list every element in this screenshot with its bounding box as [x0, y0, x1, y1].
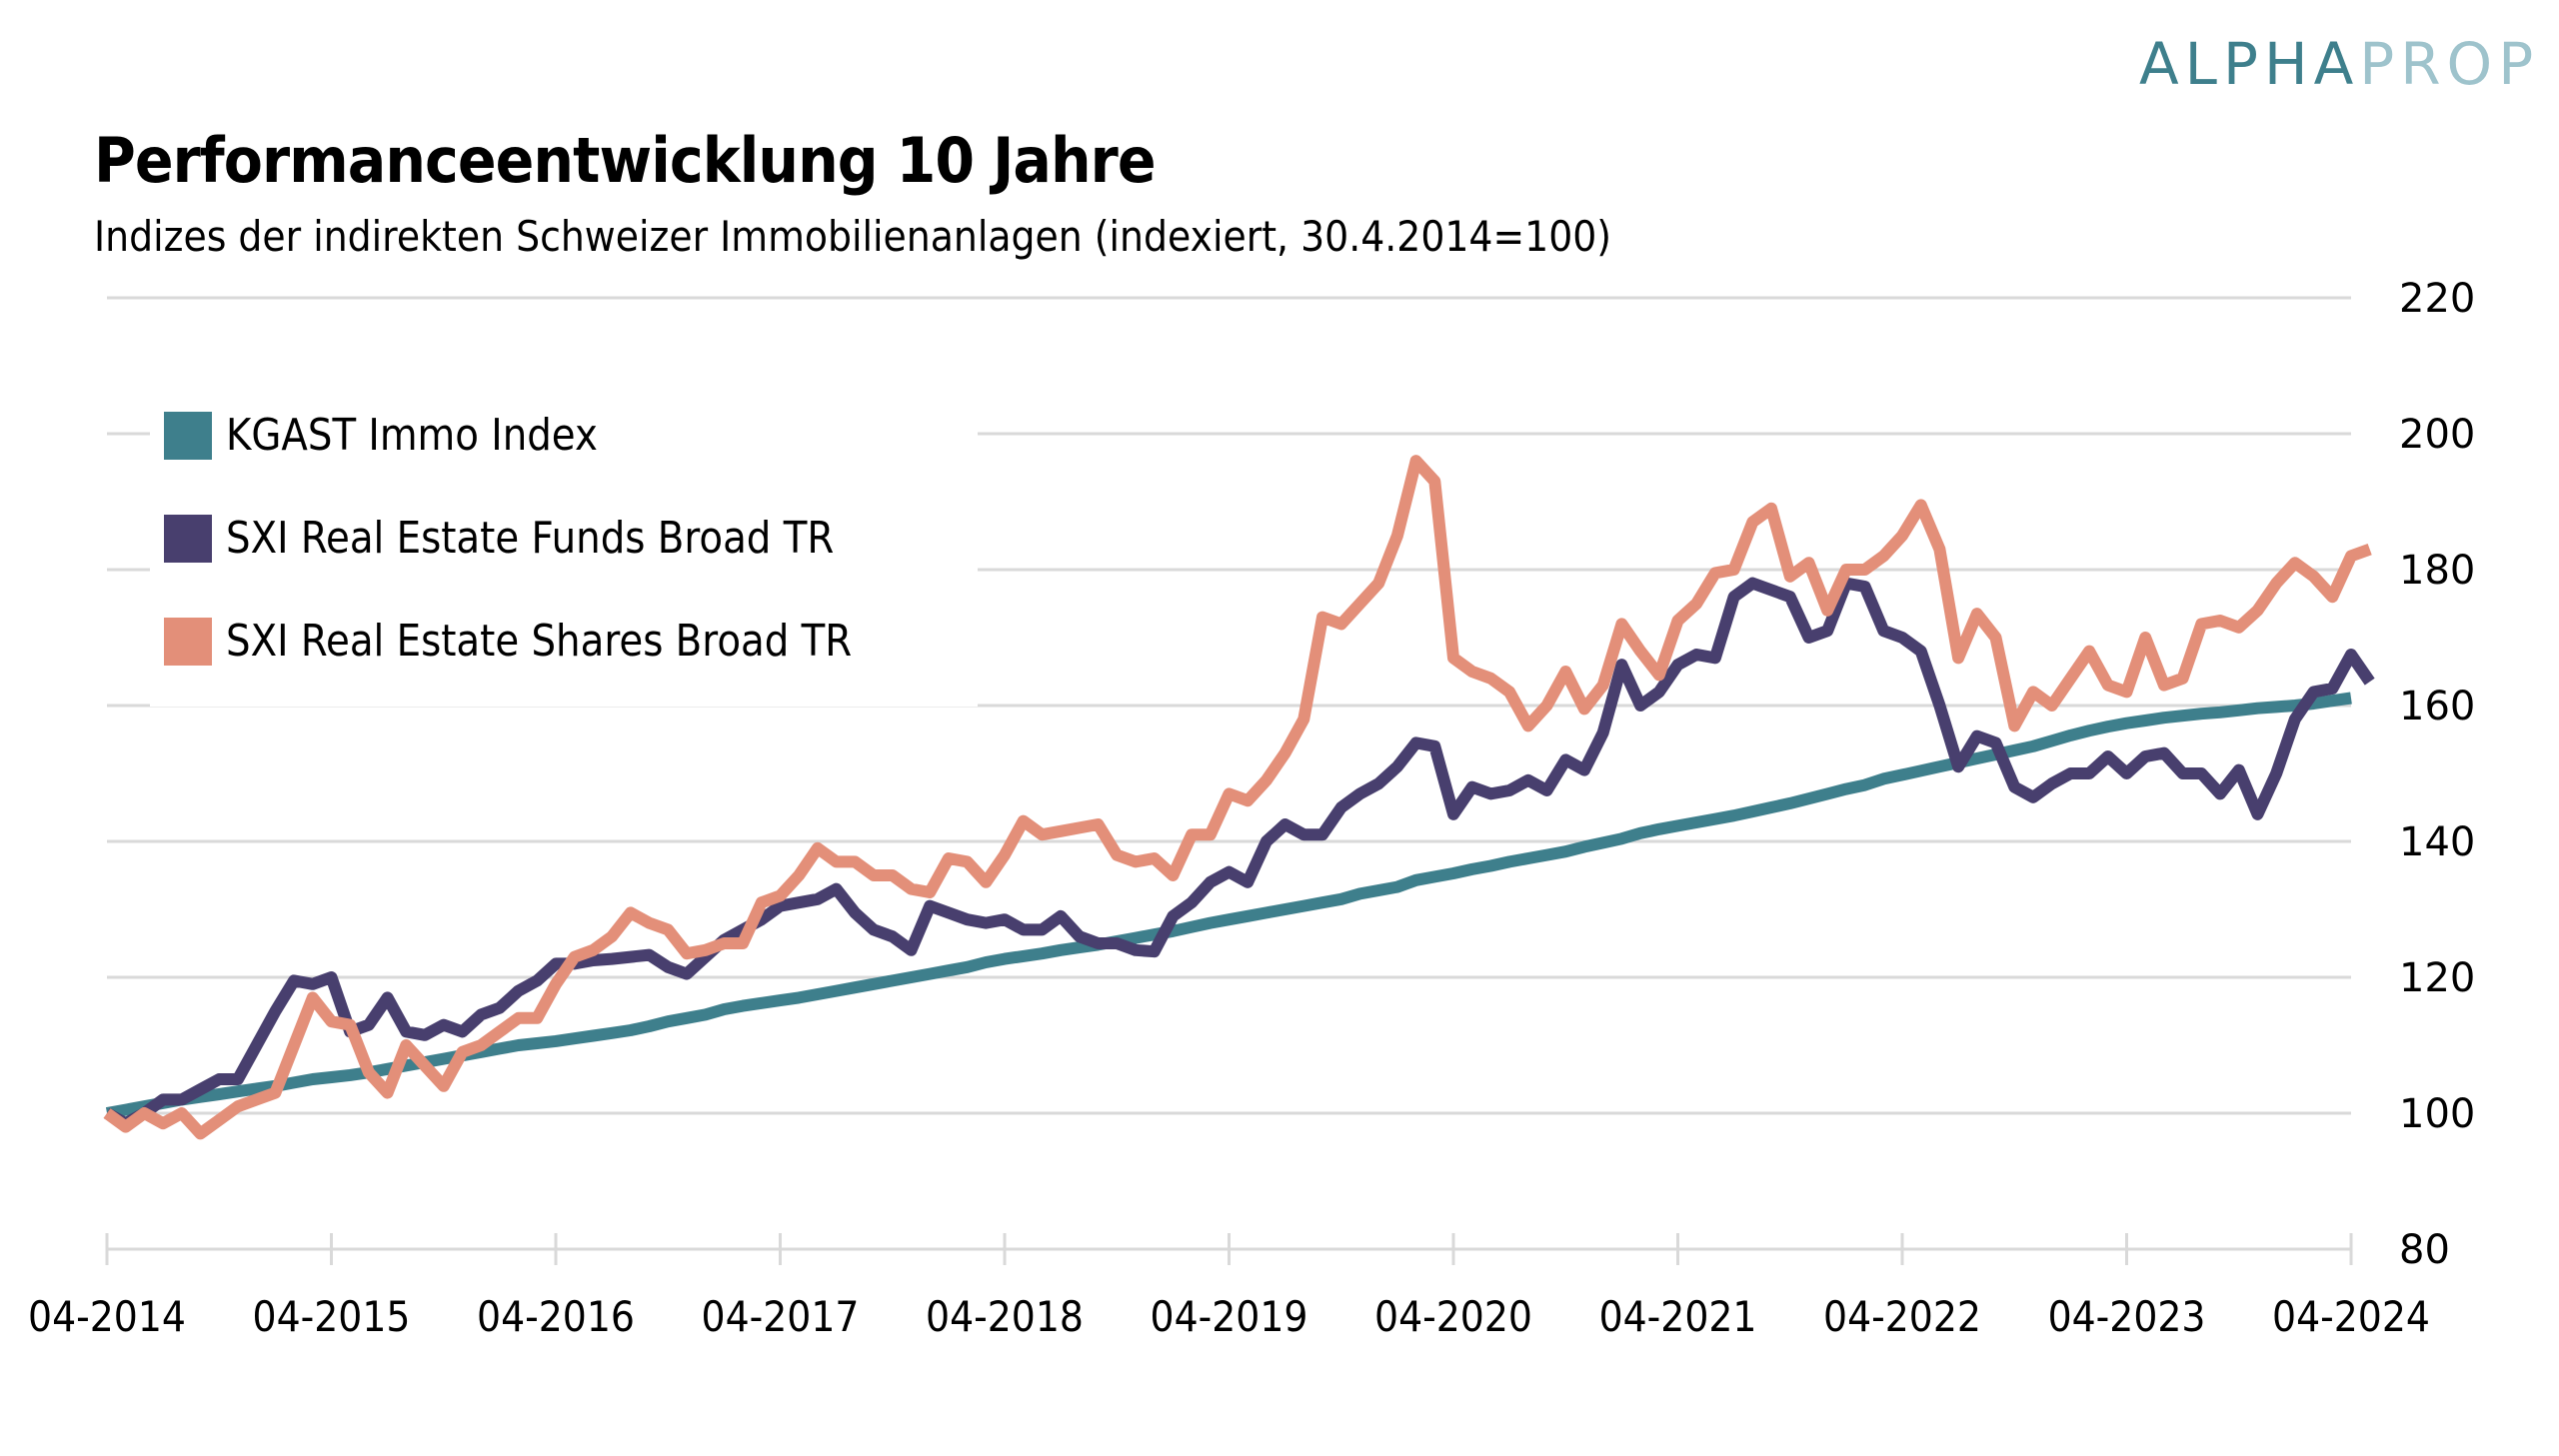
- x-axis-tick-labels: 04-2014 04-2015 04-2016 04-2017 04-2018 04-20…: [28, 1293, 2430, 1341]
- y-tick-label: 100: [2399, 1091, 2475, 1137]
- x-tick-label: 04-2021: [1599, 1293, 1757, 1341]
- x-tick-label: 04-2024: [2272, 1293, 2430, 1341]
- y-tick-label: 180: [2399, 548, 2475, 594]
- legend-item-funds: SXI Real Estate Funds Broad TR: [164, 487, 938, 590]
- x-tick-label: 04-2020: [1374, 1293, 1532, 1341]
- y-tick-label: 80: [2399, 1227, 2450, 1273]
- y-tick-label: 200: [2399, 412, 2475, 458]
- legend-label-shares: SXI Real Estate Shares Broad TR: [226, 616, 853, 667]
- y-tick-label: 160: [2399, 684, 2475, 729]
- logo-part-alpha: ALPHA: [2139, 30, 2360, 98]
- gridlines: [107, 296, 2351, 1115]
- x-tick-label: 04-2017: [702, 1293, 860, 1341]
- x-tick-label: 04-2015: [253, 1293, 411, 1341]
- x-tick-label: 04-2018: [926, 1293, 1084, 1341]
- series-line-shares: [103, 455, 2372, 1140]
- series-line-kgast: [105, 692, 2352, 1119]
- legend-label-kgast: KGAST Immo Index: [226, 410, 598, 461]
- legend-item-kgast: KGAST Immo Index: [164, 384, 938, 487]
- x-tick-label: 04-2023: [2048, 1293, 2206, 1341]
- logo-part-prop: PROP: [2359, 30, 2540, 98]
- x-axis: [105, 1233, 2353, 1265]
- legend: KGAST Immo Index SXI Real Estate Funds B…: [150, 370, 978, 707]
- x-tick-label: 04-2019: [1151, 1293, 1308, 1341]
- series-lines: [103, 455, 2375, 1140]
- legend-label-funds: SXI Real Estate Funds Broad TR: [226, 513, 835, 564]
- x-tick-label: 04-2014: [28, 1293, 186, 1341]
- chart-subtitle: Indizes der indirekten Schweizer Immobil…: [94, 212, 1612, 261]
- alphaprop-logo: ALPHAPROP: [2139, 30, 2539, 98]
- legend-swatch-kgast: [164, 411, 212, 460]
- y-tick-label: 120: [2399, 955, 2475, 1001]
- y-tick-label: 220: [2399, 276, 2475, 322]
- legend-swatch-funds: [164, 514, 212, 563]
- chart-title: Performanceentwicklung 10 Jahre: [94, 124, 1157, 197]
- x-tick-label: 04-2022: [1823, 1293, 1981, 1341]
- y-tick-label: 140: [2399, 819, 2475, 865]
- x-tick-label: 04-2016: [477, 1293, 635, 1341]
- legend-swatch-shares: [164, 617, 212, 666]
- y-axis-tick-labels: 80 100 120 140 160 180 200 220: [2399, 276, 2475, 1273]
- legend-item-shares: SXI Real Estate Shares Broad TR: [164, 590, 938, 693]
- series-line-funds: [104, 577, 2375, 1130]
